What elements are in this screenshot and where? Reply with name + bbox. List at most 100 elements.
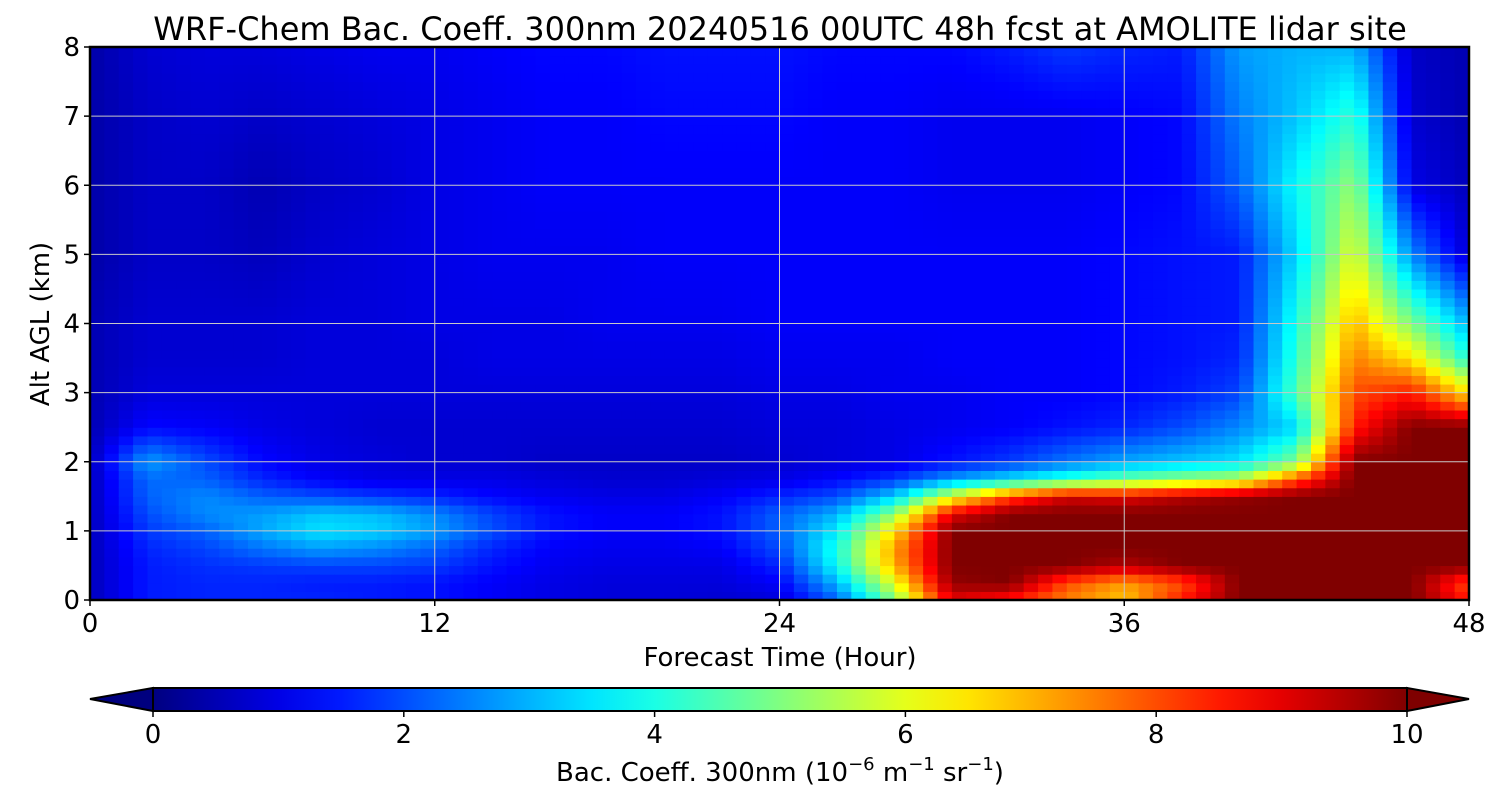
heatmap-cell bbox=[966, 193, 982, 204]
heatmap-cell bbox=[1138, 116, 1154, 126]
heatmap-cell bbox=[1081, 202, 1097, 212]
heatmap-cell bbox=[463, 142, 479, 152]
heatmap-cell bbox=[1138, 582, 1154, 592]
heatmap-cell bbox=[90, 55, 105, 65]
heatmap-cell bbox=[262, 202, 278, 212]
heatmap-cell bbox=[362, 349, 378, 359]
heatmap-cell bbox=[477, 193, 493, 204]
heatmap-cell bbox=[736, 263, 752, 273]
heatmap-cell bbox=[1138, 159, 1154, 169]
heatmap-cell bbox=[305, 565, 321, 575]
heatmap-cell bbox=[305, 167, 321, 178]
heatmap-cell bbox=[104, 124, 120, 135]
heatmap-cell bbox=[836, 392, 852, 402]
heatmap-cell bbox=[291, 565, 307, 575]
heatmap-cell bbox=[693, 237, 709, 247]
heatmap-cell bbox=[276, 245, 292, 255]
heatmap-cell bbox=[190, 556, 206, 567]
heatmap-cell bbox=[851, 539, 867, 549]
heatmap-cell bbox=[233, 427, 249, 437]
heatmap-cell bbox=[779, 418, 795, 428]
heatmap-cell bbox=[765, 90, 781, 100]
heatmap-cell bbox=[391, 504, 407, 515]
heatmap-cell bbox=[118, 591, 134, 601]
heatmap-cell bbox=[319, 358, 335, 368]
heatmap-cell bbox=[190, 167, 206, 178]
heatmap-cell bbox=[190, 582, 206, 592]
heatmap-cell bbox=[319, 219, 335, 230]
heatmap-cell bbox=[908, 487, 924, 497]
heatmap-cell bbox=[506, 133, 522, 143]
heatmap-cell bbox=[980, 306, 996, 316]
heatmap-cell bbox=[406, 90, 421, 100]
heatmap-cell bbox=[133, 263, 149, 273]
heatmap-cell bbox=[650, 548, 666, 558]
heatmap-cell bbox=[1023, 574, 1039, 584]
heatmap-cell bbox=[635, 427, 651, 437]
heatmap-cell bbox=[362, 228, 378, 238]
heatmap-cell bbox=[1023, 81, 1039, 91]
heatmap-cell bbox=[765, 159, 781, 169]
heatmap-cell bbox=[1152, 116, 1168, 126]
heatmap-cell bbox=[506, 55, 522, 65]
heatmap-cell bbox=[994, 548, 1010, 558]
heatmap-cell bbox=[1023, 513, 1039, 523]
heatmap-cell bbox=[851, 185, 867, 195]
heatmap-cell bbox=[1167, 383, 1183, 394]
heatmap-cell bbox=[147, 582, 163, 592]
heatmap-cell bbox=[951, 444, 967, 454]
heatmap-cell bbox=[219, 383, 235, 394]
heatmap-cell bbox=[161, 176, 177, 186]
heatmap-cell bbox=[880, 504, 896, 515]
heatmap-cell bbox=[1124, 185, 1140, 195]
heatmap-cell bbox=[219, 453, 235, 463]
heatmap-cell bbox=[1152, 193, 1168, 204]
heatmap-cell bbox=[1023, 556, 1039, 567]
heatmap-cell bbox=[204, 591, 220, 601]
heatmap-cell bbox=[1109, 280, 1125, 290]
heatmap-cell bbox=[693, 219, 709, 230]
heatmap-cell bbox=[564, 522, 579, 532]
heatmap-cell bbox=[176, 288, 192, 299]
heatmap-cell bbox=[1038, 47, 1054, 57]
heatmap-cell bbox=[1095, 176, 1111, 186]
heatmap-cell bbox=[865, 245, 881, 255]
heatmap-cell bbox=[147, 159, 163, 169]
heatmap-cell bbox=[980, 72, 996, 83]
heatmap-cell bbox=[765, 340, 781, 351]
heatmap-cell bbox=[650, 271, 666, 281]
heatmap-cell bbox=[722, 245, 737, 255]
heatmap-cell bbox=[492, 366, 508, 376]
heatmap-cell bbox=[420, 90, 436, 100]
heatmap-cell bbox=[980, 453, 996, 463]
heatmap-cell bbox=[1109, 64, 1125, 74]
heatmap-cell bbox=[793, 358, 809, 368]
heatmap-cell bbox=[678, 565, 694, 575]
heatmap-cell bbox=[1095, 116, 1111, 126]
heatmap-cell bbox=[520, 280, 536, 290]
heatmap-cell bbox=[693, 358, 709, 368]
heatmap-cell bbox=[750, 297, 766, 307]
heatmap-cell bbox=[1023, 539, 1039, 549]
heatmap-cell bbox=[406, 332, 421, 342]
heatmap-cell bbox=[1109, 401, 1125, 411]
heatmap-cell bbox=[564, 64, 579, 74]
heatmap-cell bbox=[305, 392, 321, 402]
heatmap-cell bbox=[391, 340, 407, 351]
heatmap-cell bbox=[406, 427, 421, 437]
heatmap-cell bbox=[406, 193, 421, 204]
heatmap-cell bbox=[678, 124, 694, 135]
heatmap-cell bbox=[836, 453, 852, 463]
heatmap-cell bbox=[549, 185, 565, 195]
heatmap-cell bbox=[1196, 219, 1212, 230]
heatmap-cell bbox=[233, 150, 249, 160]
heatmap-cell bbox=[463, 288, 479, 299]
heatmap-cell bbox=[420, 263, 436, 273]
heatmap-cell bbox=[535, 245, 551, 255]
heatmap-cell bbox=[923, 133, 939, 143]
heatmap-cell bbox=[894, 193, 910, 204]
heatmap-cell bbox=[1009, 574, 1025, 584]
heatmap-cell bbox=[90, 591, 105, 601]
heatmap-cell bbox=[549, 582, 565, 592]
heatmap-cell bbox=[1066, 522, 1082, 532]
